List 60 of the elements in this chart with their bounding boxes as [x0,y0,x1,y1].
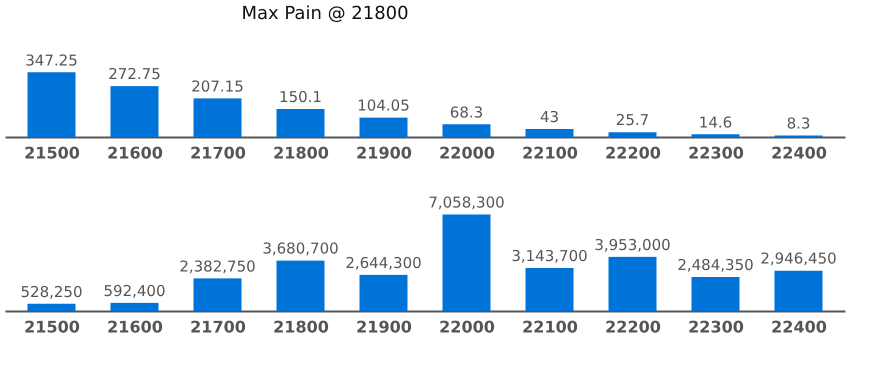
data-label: 272.75 [108,65,161,84]
data-label: 104.05 [357,96,410,115]
data-label: 14.6 [698,113,732,132]
data-label: 3,143,700 [511,246,588,265]
data-label: 43 [540,108,560,126]
x-tick-label: 22100 [522,318,578,336]
x-tick-label: 21700 [190,318,246,336]
x-tick-label: 22000 [439,144,495,162]
data-label: 2,644,300 [345,254,422,272]
bar [360,118,408,137]
x-tick-label: 22100 [522,144,578,162]
x-tick-label: 21800 [273,144,329,162]
bar [608,132,656,137]
bar [774,270,822,311]
bar [608,256,656,311]
chart-title: Max Pain @ 21800 [241,3,409,24]
x-tick-label: 21900 [356,318,412,336]
x-tick-label: 21800 [273,318,329,336]
data-label: 68.3 [450,103,484,122]
data-label: 25.7 [616,111,650,130]
bar [194,98,242,137]
x-tick-label: 21600 [107,144,163,162]
bar [194,278,242,311]
data-label: 2,946,450 [760,250,837,268]
x-tick-label: 21600 [107,318,163,336]
x-tick-label: 22000 [439,318,495,336]
data-label: 2,382,750 [179,257,256,276]
data-label: 3,953,000 [594,236,671,254]
data-label: 150.1 [279,88,322,106]
bar [28,72,76,137]
x-tick-label: 21700 [190,144,246,162]
x-tick-label: 22300 [688,318,744,336]
bar [526,268,574,311]
data-label: 7,058,300 [428,193,505,212]
bar [276,109,324,137]
bar [360,274,408,311]
data-label: 2,484,350 [677,256,754,274]
data-label: 347.25 [25,51,78,70]
bar [442,214,490,311]
bar [442,124,490,137]
bar [110,86,158,137]
bar [526,128,574,137]
bar [28,304,76,311]
x-tick-label: 22400 [771,318,827,336]
x-tick-label: 21500 [24,144,80,162]
bar [692,277,740,311]
x-tick-label: 21500 [24,318,80,336]
data-label: 592,400 [103,282,166,300]
x-tick-label: 21900 [356,144,412,162]
x-tick-label: 22200 [605,318,661,336]
bar [692,134,740,137]
data-label: 207.15 [191,77,244,96]
bar [110,302,158,311]
data-label: 528,250 [20,282,83,301]
x-tick-label: 22400 [771,144,827,162]
bar [276,260,324,311]
data-label: 8.3 [786,114,810,132]
x-tick-label: 22300 [688,144,744,162]
data-label: 3,680,700 [262,240,339,258]
x-tick-label: 22200 [605,144,661,162]
